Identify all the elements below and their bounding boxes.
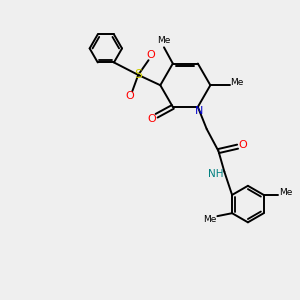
Text: Me: Me — [279, 188, 292, 197]
Text: S: S — [134, 68, 142, 81]
Text: N: N — [195, 106, 203, 116]
Text: Me: Me — [230, 78, 244, 87]
Text: O: O — [146, 50, 155, 60]
Text: NH: NH — [208, 169, 223, 179]
Text: Me: Me — [203, 214, 217, 224]
Text: Me: Me — [157, 36, 171, 45]
Text: O: O — [147, 114, 156, 124]
Text: O: O — [238, 140, 247, 150]
Text: O: O — [126, 91, 134, 101]
